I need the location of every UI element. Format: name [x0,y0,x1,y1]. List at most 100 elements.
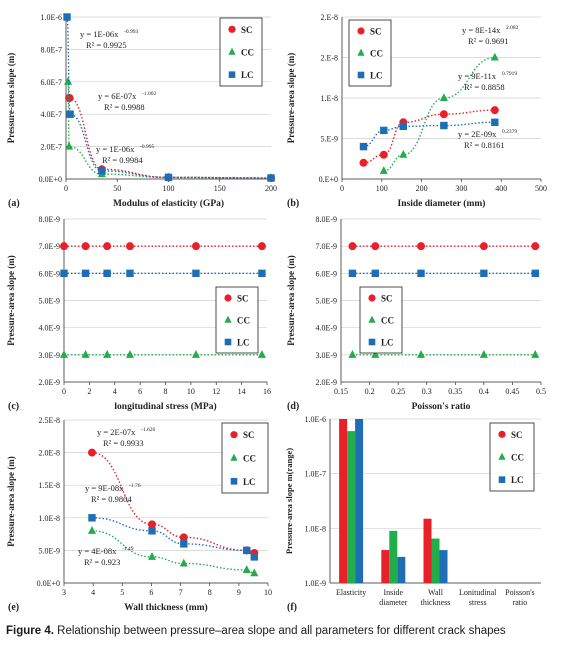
legend-label-cc: CC [243,454,256,464]
marker-sc [81,242,90,251]
legend-box [215,286,259,354]
marker-cc [357,48,365,56]
y-tick-label: 1.0E-6 [40,13,62,22]
trendline-equation: y = 1E-06x [96,144,135,154]
trendline-exponent: -1.76 [129,483,141,489]
x-tick-label: 0 [64,184,68,193]
legend-label-cc: CC [381,316,394,326]
marker-lc [192,269,200,278]
marker-cc [250,568,259,577]
trendline-exponent: -1.002 [142,91,156,97]
y-tick-label: 0.0E+0 [39,175,62,184]
marker-lc [164,173,173,182]
category-label: Wall thickness [421,588,451,607]
y-tick-label: 5.0E-9 [38,297,60,306]
marker-lc [380,126,388,135]
marker-lc [180,540,188,548]
marker-cc [230,453,238,461]
y-tick-label: 1.0E-7 [304,470,326,479]
marker-lc [228,71,236,78]
bar-lc [355,419,364,583]
category-label: Lonitudinal stress [459,588,497,607]
y-tick-label: 8.0E-9 [38,215,60,224]
marker-lc [60,269,68,278]
marker-lc [417,269,425,278]
y-tick-label: 0.E+0 [319,175,338,184]
trendline-r2: R² = 0.9925 [86,40,127,50]
y-tick-label: 5.0E-9 [38,546,60,555]
marker-cc [65,141,74,150]
trendline-cc [383,56,495,172]
x-tick-label: 0.25 [391,387,405,396]
trendline-r2: R² = 0.9988 [104,102,145,112]
trendline-sc [69,97,272,179]
trendline-r2: R² = 0.9933 [103,438,144,448]
marker-sc [371,242,380,251]
trendline-lc [91,517,255,558]
marker-lc [63,13,71,21]
y-tick-label: 1.5E-8 [38,481,60,490]
x-tick-label: 5 [120,588,124,597]
marker-lc [103,269,111,278]
trendline-equation: y = 4E-08x [78,546,117,556]
marker-cc [531,350,540,358]
legend-label-sc: SC [241,25,253,35]
y-tick-label: 5.E-9 [320,135,338,144]
trendline-exponent: -0.995 [140,144,154,150]
x-tick-label: 14 [238,387,246,396]
legend-label-sc: SC [511,430,523,440]
panel-label: (a) [8,198,20,209]
trendline-r2: R² = 0.8858 [464,82,505,92]
marker-lc [348,269,357,278]
y-tick-label: 2.E-8 [320,54,338,63]
legend-label-sc: SC [243,430,255,440]
marker-sc [60,242,68,251]
panel-label: (c) [8,401,19,412]
x-tick-label: 100 [376,184,388,193]
x-tick-label: 10 [264,588,272,597]
marker-lc [88,514,96,522]
y-axis-label: Pressure-area slope (m) [6,255,16,345]
bar-sc [381,550,390,583]
panel-d: 2.0E-9 3.0E-9 4.0E-9 5.0E-9 6.0E-9 7.0E-9 8.0E… [286,215,546,412]
legend-label-lc: LC [511,475,524,485]
marker-cc [368,315,376,323]
marker-sc [224,294,232,302]
trendline-r2: R² = 0.9691 [468,36,509,46]
marker-cc [490,52,499,61]
bar-sc [339,419,348,583]
legend-box [489,422,535,492]
marker-sc [479,242,488,251]
trendline-r2: R² = 0.9804 [91,494,132,504]
trendline-exponent: 2.082 [506,25,519,31]
marker-cc [60,350,68,358]
x-tick-label: 0.15 [334,387,348,396]
y-tick-label: 0.0E+0 [37,579,60,588]
marker-cc [348,350,357,358]
y-tick-label: 1.0E-8 [304,524,326,533]
legend-box [219,17,263,87]
x-tick-label: 4 [91,588,95,597]
y-tick-label: 4.0E-9 [38,324,60,333]
marker-lc [250,553,259,561]
caption-label: Figure 4. [6,625,54,637]
marker-sc [348,242,357,251]
trendline-equation: y = 9E-08x [85,483,124,493]
panel-f: 1.0E-9 1.0E-8 1.0E-7 1.0E-6 Pressure-area sl… [284,415,541,613]
panel-label: (b) [287,198,299,209]
marker-lc [230,478,238,485]
marker-sc [191,242,200,251]
marker-cc [242,565,251,573]
marker-sc [228,25,236,33]
panel-c: 2.0E-9 3.0E-9 4.0E-9 5.0E-9 6.0E-9 7.0E-9 8.0E… [6,215,271,412]
trendline-equation: y = 1E-06x [80,29,119,39]
marker-lc [66,110,74,118]
x-tick-label: 500 [535,184,547,193]
y-axis-label: Pressure-area slope (m) [6,456,16,546]
trendline-r2: R² = 0.9984 [102,155,143,165]
marker-sc [87,448,96,457]
trendline-r2: R² = 0.923 [84,557,120,567]
bar-cc [389,530,398,583]
y-axis-label: Pressure-area slope (m) [286,53,296,143]
marker-lc [531,269,539,278]
